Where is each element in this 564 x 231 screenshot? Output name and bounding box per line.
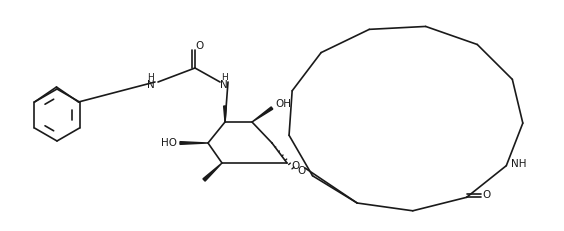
Polygon shape [252, 107, 273, 122]
Text: OH: OH [275, 99, 291, 109]
Text: H: H [221, 73, 227, 82]
Text: O: O [291, 161, 299, 171]
Text: N: N [147, 80, 155, 90]
Text: HO: HO [161, 138, 177, 148]
Text: O: O [196, 41, 204, 51]
Text: O: O [482, 190, 491, 200]
Polygon shape [180, 142, 208, 144]
Text: N: N [220, 80, 228, 90]
Text: H: H [148, 73, 155, 82]
Polygon shape [224, 106, 226, 122]
Text: O: O [298, 166, 306, 176]
Text: NH: NH [510, 159, 526, 169]
Polygon shape [203, 163, 222, 181]
